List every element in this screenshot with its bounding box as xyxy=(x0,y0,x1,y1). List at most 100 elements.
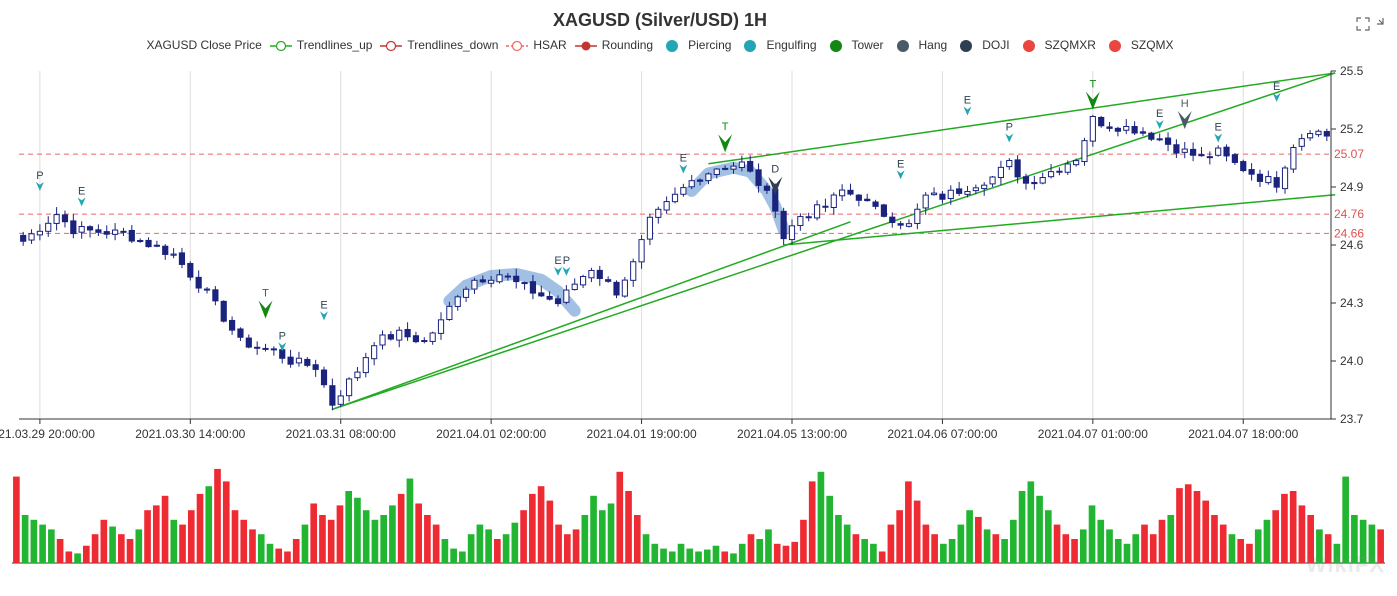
candle[interactable] xyxy=(671,187,679,204)
candle[interactable] xyxy=(1014,155,1021,184)
candle[interactable] xyxy=(496,269,503,284)
candle[interactable] xyxy=(396,326,403,348)
candle[interactable] xyxy=(554,295,562,307)
candle[interactable] xyxy=(696,178,704,186)
candle[interactable] xyxy=(320,366,328,388)
candle[interactable] xyxy=(170,248,177,259)
candle[interactable] xyxy=(254,341,261,355)
marker-hang[interactable]: H xyxy=(1177,98,1192,129)
marker-piercing[interactable]: P xyxy=(1005,122,1014,143)
candle[interactable] xyxy=(20,231,27,246)
candle[interactable] xyxy=(379,330,386,350)
legend-item-szqmxr[interactable]: SZQMXR xyxy=(1018,38,1096,52)
candle[interactable] xyxy=(120,227,127,237)
candle[interactable] xyxy=(1148,131,1155,142)
candle[interactable] xyxy=(387,331,394,341)
candle[interactable] xyxy=(830,192,837,215)
candle[interactable] xyxy=(956,181,963,196)
marker-tower[interactable]: T xyxy=(718,121,733,153)
candle[interactable] xyxy=(822,198,829,212)
candle[interactable] xyxy=(1231,153,1238,165)
candle[interactable] xyxy=(237,327,244,341)
candle[interactable] xyxy=(755,163,762,193)
candle[interactable] xyxy=(1039,172,1046,185)
candle[interactable] xyxy=(864,193,871,202)
candle[interactable] xyxy=(1223,144,1230,162)
candle[interactable] xyxy=(730,162,737,174)
candle[interactable] xyxy=(1089,114,1096,147)
candle[interactable] xyxy=(513,268,520,289)
marker-engulfing[interactable]: E xyxy=(679,152,688,174)
candle[interactable] xyxy=(229,316,236,335)
candle[interactable] xyxy=(797,213,804,231)
candle[interactable] xyxy=(981,182,988,196)
candle[interactable] xyxy=(663,196,670,214)
candle[interactable] xyxy=(203,287,211,294)
candle[interactable] xyxy=(312,359,319,377)
candle[interactable] xyxy=(36,224,43,241)
candle[interactable] xyxy=(1215,145,1222,157)
candle[interactable] xyxy=(1248,163,1255,181)
candle[interactable] xyxy=(153,240,160,248)
marker-doji[interactable]: D xyxy=(768,164,783,195)
candle[interactable] xyxy=(1173,139,1180,158)
candle[interactable] xyxy=(471,277,478,294)
candle[interactable] xyxy=(28,229,35,244)
candle[interactable] xyxy=(345,377,353,402)
marker-engulfing[interactable]: E xyxy=(1214,122,1223,143)
candle[interactable] xyxy=(713,168,720,179)
marker-piercing[interactable]: P xyxy=(278,330,287,352)
candle[interactable] xyxy=(404,322,411,341)
marker-engulfing[interactable]: E xyxy=(554,255,563,276)
candle[interactable] xyxy=(905,219,913,228)
candle[interactable] xyxy=(922,192,929,215)
legend-item-rounding[interactable]: Rounding xyxy=(574,38,653,52)
candle[interactable] xyxy=(112,223,119,241)
candle[interactable] xyxy=(688,175,695,190)
candle[interactable] xyxy=(1273,171,1280,193)
candle[interactable] xyxy=(412,331,420,344)
candle[interactable] xyxy=(1056,167,1063,176)
candle[interactable] xyxy=(889,212,896,228)
candle[interactable] xyxy=(1206,151,1213,165)
candle[interactable] xyxy=(930,187,938,196)
candle[interactable] xyxy=(1290,144,1297,173)
candle[interactable] xyxy=(362,352,369,378)
marker-engulfing[interactable]: E xyxy=(1155,108,1164,129)
marker-engulfing[interactable]: E xyxy=(1272,81,1281,102)
marker-engulfing[interactable]: E xyxy=(320,299,329,321)
candle[interactable] xyxy=(195,270,202,293)
legend-item-trendlines-down[interactable]: Trendlines_down xyxy=(380,38,498,52)
legend-item-hsar[interactable]: HSAR xyxy=(506,38,567,52)
candle[interactable] xyxy=(295,351,303,367)
candle[interactable] xyxy=(220,300,227,323)
candle[interactable] xyxy=(354,367,361,381)
candle[interactable] xyxy=(1190,142,1197,162)
candle[interactable] xyxy=(855,194,862,207)
candle[interactable] xyxy=(337,390,344,408)
candle[interactable] xyxy=(421,337,428,344)
candle[interactable] xyxy=(813,200,821,221)
candle[interactable] xyxy=(1114,126,1121,137)
candle[interactable] xyxy=(53,207,60,231)
marker-tower[interactable]: T xyxy=(1085,79,1100,110)
candle[interactable] xyxy=(546,291,553,301)
candle[interactable] xyxy=(621,276,628,298)
legend-item-szqmx[interactable]: SZQMX xyxy=(1104,38,1174,52)
candle[interactable] xyxy=(1131,121,1138,135)
candle[interactable] xyxy=(847,183,854,196)
candle[interactable] xyxy=(1081,137,1088,166)
candle[interactable] xyxy=(103,225,110,239)
legend-item-trendlines-up[interactable]: Trendlines_up xyxy=(269,38,372,52)
candle[interactable] xyxy=(989,175,996,187)
candle[interactable] xyxy=(429,331,436,345)
legend-item-hang[interactable]: Hang xyxy=(892,38,947,52)
candle[interactable] xyxy=(839,184,846,202)
candle[interactable] xyxy=(1265,170,1272,185)
candle[interactable] xyxy=(304,357,311,368)
legend-item-piercing[interactable]: Piercing xyxy=(661,38,731,52)
restore-icon[interactable] xyxy=(1377,18,1384,25)
candle[interactable] xyxy=(1106,121,1113,132)
candle[interactable] xyxy=(137,238,144,243)
candle[interactable] xyxy=(680,183,687,197)
